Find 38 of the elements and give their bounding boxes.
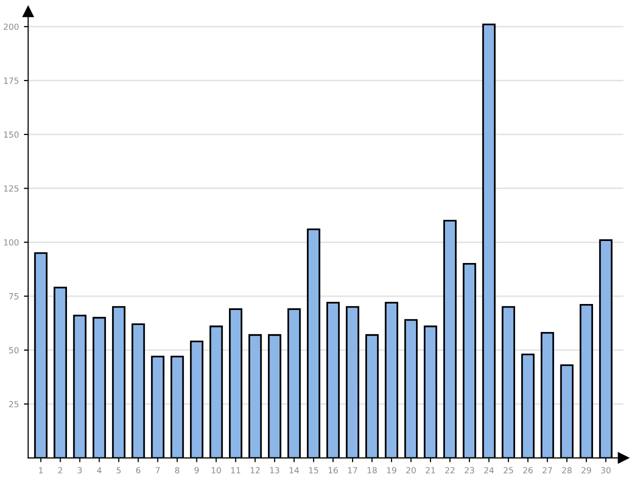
y-tick-label: 75 — [9, 293, 18, 300]
x-tick-label: 29 — [582, 467, 592, 474]
x-tick-label: 10 — [212, 467, 221, 474]
y-tick-label: 100 — [4, 239, 19, 246]
y-tick-label: 25 — [9, 400, 18, 408]
x-tick-label: 25 — [504, 467, 513, 474]
x-tick-label: 24 — [484, 467, 494, 474]
x-tick-label: 7 — [156, 467, 160, 474]
x-tick-label: 14 — [290, 467, 299, 474]
x-tick-label: 4 — [97, 467, 102, 474]
x-tick-label: 20 — [406, 467, 416, 474]
y-tick-label: 175 — [4, 78, 18, 84]
x-tick-label: 11 — [231, 467, 240, 474]
y-tick-label: 50 — [9, 347, 19, 354]
x-tick-label: 19 — [387, 467, 396, 474]
x-tick-label: 21 — [426, 467, 436, 474]
x-tick-label: 27 — [542, 467, 552, 474]
x-tick-label: 2 — [58, 467, 62, 474]
x-tick-label: 22 — [445, 467, 454, 474]
x-tick-label: 23 — [464, 467, 474, 474]
x-tick-label: 1 — [39, 467, 43, 474]
y-tick-label: 125 — [4, 185, 18, 192]
x-tick-label: 8 — [175, 467, 180, 474]
x-tick-label: 15 — [309, 467, 318, 474]
x-tick-label: 26 — [523, 467, 533, 474]
x-tick-label: 18 — [368, 467, 377, 474]
y-tick-label: 200 — [4, 24, 19, 30]
x-tick-label: 9 — [194, 467, 199, 474]
x-tick-label: 3 — [78, 467, 82, 474]
y-tick-label: 150 — [4, 131, 19, 138]
x-tick-label: 6 — [136, 467, 140, 474]
x-tick-label: 13 — [270, 467, 280, 474]
x-tick-label: 28 — [562, 467, 572, 474]
x-tick-label: 5 — [116, 467, 121, 474]
x-tick-label: 16 — [328, 467, 338, 474]
x-tick-label: 12 — [250, 467, 260, 474]
x-tick-label: 17 — [348, 467, 358, 474]
x-tick-label: 30 — [601, 467, 611, 474]
